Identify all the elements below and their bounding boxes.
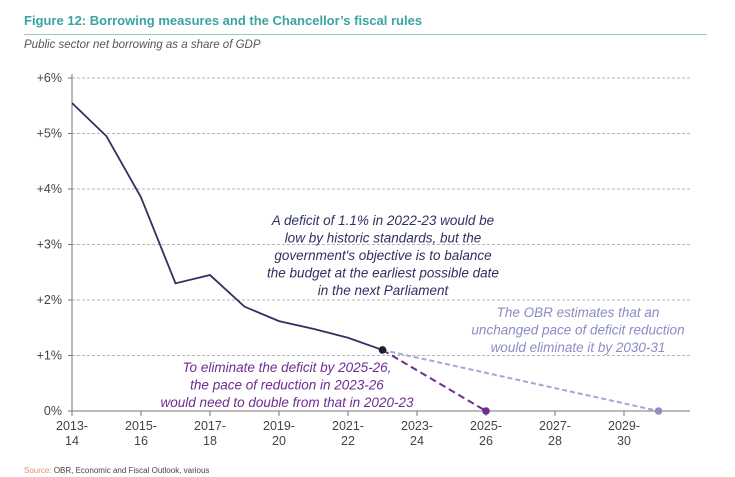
x-tick-label: 2017-18: [194, 419, 226, 448]
x-tick-label: 2015-16: [125, 419, 157, 448]
y-tick-label: +5%: [37, 127, 62, 141]
y-tick-label: +4%: [37, 182, 62, 196]
point-2030-31: [654, 407, 663, 415]
source-note: Source: OBR, Economic and Fiscal Outlook…: [24, 466, 209, 475]
x-tick-label: 2021-22: [332, 419, 364, 448]
y-tick-label: +2%: [37, 293, 62, 307]
source-label: Source:: [24, 466, 52, 475]
y-tick-label: +6%: [37, 71, 62, 85]
chart-subtitle: Public sector net borrowing as a share o…: [24, 39, 261, 51]
annotation-deficit-2022-23: A deficit of 1.1% in 2022-23 would be low…: [267, 213, 499, 298]
point-2022-23: [378, 346, 387, 354]
x-tick-label: 2027-28: [539, 419, 571, 448]
figure-title: Figure 12: Borrowing measures and the Ch…: [24, 13, 423, 28]
point-2025-26: [482, 407, 490, 415]
y-tick-label: +3%: [37, 238, 62, 252]
x-tick-label: 2025-26: [470, 419, 502, 448]
title-divider: [24, 34, 707, 35]
annotation-obr-estimate: The OBR estimates that an unchanged pace …: [471, 305, 684, 355]
series-line-double-pace: [381, 349, 487, 412]
source-text: OBR, Economic and Fiscal Outlook, variou…: [53, 466, 210, 475]
series-line-actual: [71, 102, 383, 351]
y-tick-label: +1%: [37, 349, 62, 363]
x-tick-label: 2023-24: [401, 419, 433, 448]
x-tick-label: 2019-20: [263, 419, 295, 448]
x-tick-label: 2013-14: [56, 419, 88, 448]
x-tick-label: 2029-30: [608, 419, 640, 448]
series-line-unchanged-pace: [382, 348, 659, 412]
y-tick-label: 0%: [44, 404, 62, 418]
annotation-eliminate-2025-26: To eliminate the deficit by 2025-26, the …: [161, 360, 414, 410]
